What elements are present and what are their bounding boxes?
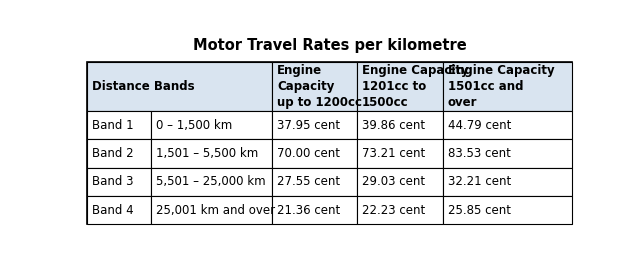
Bar (357, 168, 442, 196)
Bar (151, 196, 272, 224)
Bar (87, 61, 572, 224)
Text: 25,001 km and over: 25,001 km and over (156, 204, 275, 217)
Text: 25.85 cent: 25.85 cent (448, 204, 511, 217)
Text: Engine Capacity
1201cc to
1500cc: Engine Capacity 1201cc to 1500cc (362, 64, 469, 109)
Bar (442, 61, 572, 111)
Bar (151, 168, 272, 196)
Bar (87, 61, 272, 111)
Bar (87, 140, 151, 168)
Text: Band 2: Band 2 (93, 147, 134, 160)
Text: Motor Travel Rates per kilometre: Motor Travel Rates per kilometre (193, 38, 466, 53)
Bar (272, 61, 357, 111)
Text: 22.23 cent: 22.23 cent (362, 204, 425, 217)
Text: 29.03 cent: 29.03 cent (362, 176, 425, 188)
Bar (272, 111, 357, 140)
Text: Engine
Capacity
up to 1200cc: Engine Capacity up to 1200cc (277, 64, 362, 109)
Text: 44.79 cent: 44.79 cent (448, 119, 511, 132)
Text: 27.55 cent: 27.55 cent (277, 176, 340, 188)
Text: 39.86 cent: 39.86 cent (362, 119, 425, 132)
Text: 1,501 – 5,500 km: 1,501 – 5,500 km (156, 147, 258, 160)
Bar (442, 111, 572, 140)
Text: Band 1: Band 1 (93, 119, 134, 132)
Bar (151, 140, 272, 168)
Bar (272, 140, 357, 168)
Bar (357, 196, 442, 224)
Bar (442, 168, 572, 196)
Bar (357, 61, 442, 111)
Bar (87, 111, 151, 140)
Text: 0 – 1,500 km: 0 – 1,500 km (156, 119, 232, 132)
Bar (87, 168, 151, 196)
Text: 73.21 cent: 73.21 cent (362, 147, 425, 160)
Text: Engine Capacity
1501cc and
over: Engine Capacity 1501cc and over (448, 64, 554, 109)
Bar (442, 140, 572, 168)
Text: 21.36 cent: 21.36 cent (277, 204, 340, 217)
Bar (357, 140, 442, 168)
Text: Band 4: Band 4 (93, 204, 134, 217)
Bar (151, 111, 272, 140)
Text: 5,501 – 25,000 km: 5,501 – 25,000 km (156, 176, 266, 188)
Text: 32.21 cent: 32.21 cent (448, 176, 511, 188)
Text: Band 3: Band 3 (93, 176, 134, 188)
Bar (272, 168, 357, 196)
Bar (87, 196, 151, 224)
Text: Distance Bands: Distance Bands (93, 80, 195, 93)
Text: 83.53 cent: 83.53 cent (448, 147, 511, 160)
Bar (442, 196, 572, 224)
Text: 70.00 cent: 70.00 cent (277, 147, 340, 160)
Bar (272, 196, 357, 224)
Text: 37.95 cent: 37.95 cent (277, 119, 340, 132)
Bar (357, 111, 442, 140)
